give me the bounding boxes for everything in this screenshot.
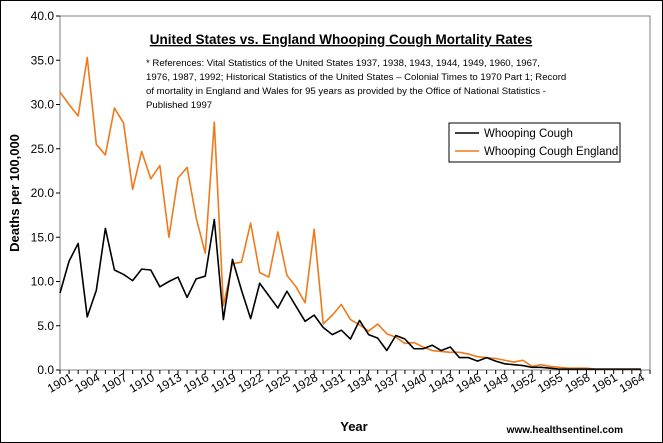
plot-area [59, 15, 651, 371]
reference-line-4: Published 1997 [146, 100, 212, 111]
y-tick-label: 25.0 [31, 142, 55, 156]
y-tick-label: 15.0 [31, 230, 55, 244]
legend: Whooping Cough Whooping Cough England [448, 122, 621, 163]
series-layer [59, 56, 641, 370]
y-tick-label: 30.0 [31, 98, 55, 112]
y-tick-label: 0.0 [37, 363, 54, 377]
series-line-england [59, 56, 641, 370]
y-tick-label: 5.0 [37, 319, 54, 333]
y-tick-label: 20.0 [31, 186, 55, 200]
legend-label-us: Whooping Cough [484, 128, 573, 140]
y-axis-title: Deaths per 100,000 [7, 134, 22, 252]
y-tick-label: 35.0 [31, 53, 55, 67]
y-tick-label: 10.0 [31, 275, 55, 289]
reference-note: * References: Vital Statistics of the Un… [146, 58, 566, 111]
chart-title: United States vs. England Whooping Cough… [150, 32, 533, 47]
reference-line-2: 1976, 1987, 1992; Historical Statistics … [146, 72, 566, 83]
legend-box [448, 122, 621, 163]
reference-line-1: * References: Vital Statistics of the Un… [146, 58, 540, 69]
series-line-us [59, 218, 641, 370]
x-axis-title: Year [340, 419, 367, 434]
y-tick-label: 40.0 [31, 9, 55, 23]
y-axis: 0.0 5.0 10.0 15.0 20.0 25.0 30.0 35.0 40.0 [31, 9, 60, 377]
credit-text: www.healthsentinel.com [506, 425, 623, 436]
legend-label-england: Whooping Cough England [484, 146, 618, 158]
reference-line-3: of mortality in England and Wales for 95… [146, 86, 546, 97]
